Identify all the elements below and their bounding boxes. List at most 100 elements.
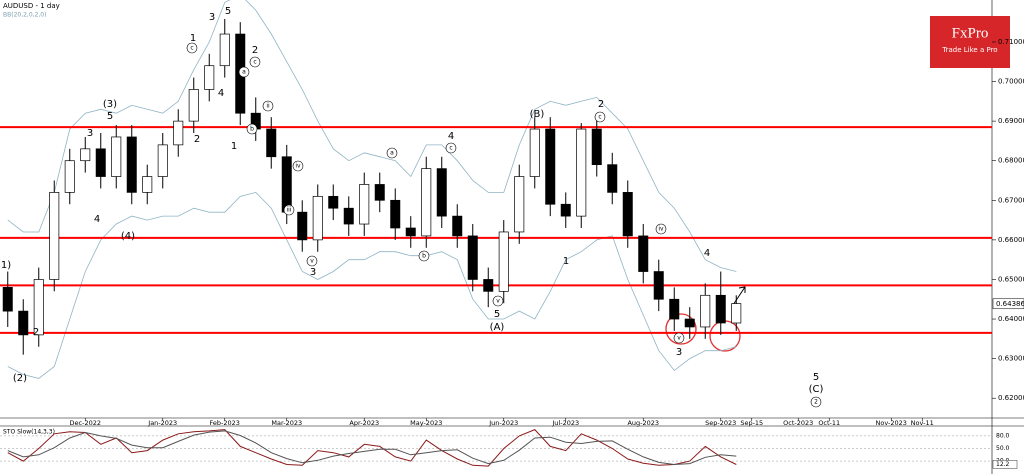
wave-label: 3: [676, 347, 682, 358]
wave-label-circled: v: [677, 335, 681, 342]
candle-body: [111, 136, 122, 177]
bollinger-lower: [7, 191, 737, 379]
wave-label: 3: [209, 12, 215, 23]
wave-circle: [418, 250, 430, 262]
candle-body: [173, 120, 184, 146]
candle-body: [638, 235, 649, 272]
wave-label-circled: iii: [286, 207, 291, 214]
candle-body: [622, 192, 633, 237]
candle-body: [80, 148, 91, 162]
candle-body: [653, 271, 664, 300]
wave-label: 4: [448, 131, 454, 142]
wave-label: 5: [813, 372, 819, 383]
wave-label: 1: [563, 256, 569, 267]
wave-label-circled: v: [310, 258, 314, 265]
wave-label-circled: iv: [658, 226, 664, 233]
last-price-label: 0.64386: [996, 300, 1024, 308]
y-tick-label: 0.71000: [998, 38, 1024, 46]
wave-circle: [249, 56, 261, 68]
wave-label: (4): [121, 231, 135, 242]
candle-body: [467, 235, 478, 280]
wave-circle: [655, 223, 667, 235]
candle-body: [157, 144, 168, 177]
wave-circle: [306, 255, 318, 267]
wave-label: 4: [704, 248, 710, 259]
candle-body: [684, 318, 695, 328]
wave-label: 2: [252, 45, 258, 56]
candle-body: [700, 294, 711, 328]
bollinger-upper: [7, 0, 737, 272]
sto-tick-label: 50.0: [996, 445, 1010, 452]
candle-body: [297, 211, 308, 241]
wave-circle: [492, 295, 504, 307]
wave-label: 3: [87, 128, 93, 139]
candle-body: [64, 160, 75, 193]
wave-label-circled: 2: [814, 399, 818, 406]
chart-title: AUDUSD - 1 day: [3, 2, 60, 10]
wave-label: 4: [94, 214, 100, 225]
x-tick-label: Feb-2023: [210, 419, 240, 427]
x-tick-label: Mar-2023: [271, 419, 302, 427]
wave-label: 2: [33, 327, 39, 338]
candle-body: [188, 89, 199, 122]
candle-body: [390, 199, 401, 229]
candle-body: [266, 128, 277, 158]
logo-box: [930, 16, 1010, 68]
last-price-box: [992, 298, 1024, 310]
wave-circle: [292, 160, 304, 172]
candle-body: [545, 128, 556, 205]
sto-last-box: [992, 460, 1018, 469]
wave-label: 1: [190, 33, 196, 44]
candle-body: [529, 128, 540, 177]
wave-label: (3): [103, 99, 117, 110]
sto-last-label: 12.2: [996, 461, 1010, 468]
wave-label: (B): [530, 109, 545, 120]
candle-body: [328, 195, 339, 209]
wave-label: 1): [1, 260, 11, 271]
chart-subtitle: BB(20,2,0,2,0): [3, 12, 46, 19]
candle-body: [715, 294, 726, 324]
x-tick-label: Nov-2023: [876, 419, 907, 427]
wave-label: 5: [225, 6, 231, 17]
sto-line: [7, 429, 737, 467]
x-tick-label: Oct-2023: [783, 419, 813, 427]
wave-label: 5: [494, 309, 500, 320]
wave-label: (2): [13, 373, 27, 384]
wave-label-circled: a: [242, 69, 246, 76]
wave-label: 4: [218, 88, 224, 99]
candle-body: [281, 156, 292, 213]
highlight-circle: [665, 313, 697, 345]
candle-body: [731, 303, 742, 324]
logo-name: FxPro: [952, 25, 989, 41]
wave-circle: [810, 396, 822, 408]
wave-label-circled: ii: [266, 103, 270, 110]
candle-body: [33, 279, 44, 336]
wave-label-circled: c: [253, 59, 256, 66]
candle-body: [498, 231, 509, 292]
x-tick-label: Jun-2023: [488, 419, 518, 427]
candle-body: [126, 136, 137, 193]
wave-circle: [246, 123, 258, 135]
candle-body: [421, 168, 432, 237]
x-tick-label: May-2023: [410, 419, 442, 427]
wave-circle: [673, 332, 685, 344]
wave-circle: [283, 204, 295, 216]
candle-body: [18, 310, 29, 336]
wave-label-circled: b: [422, 253, 426, 260]
wave-label: 2: [194, 134, 200, 145]
x-tick-label: Jan-2023: [147, 419, 177, 427]
candle-body: [405, 227, 416, 237]
wave-circle: [594, 111, 606, 123]
wave-label: 3: [310, 267, 316, 278]
candle-body: [343, 207, 354, 225]
x-tick-label: Jul-2023: [551, 419, 579, 427]
wave-circle: [262, 100, 274, 112]
candle-body: [142, 176, 153, 193]
